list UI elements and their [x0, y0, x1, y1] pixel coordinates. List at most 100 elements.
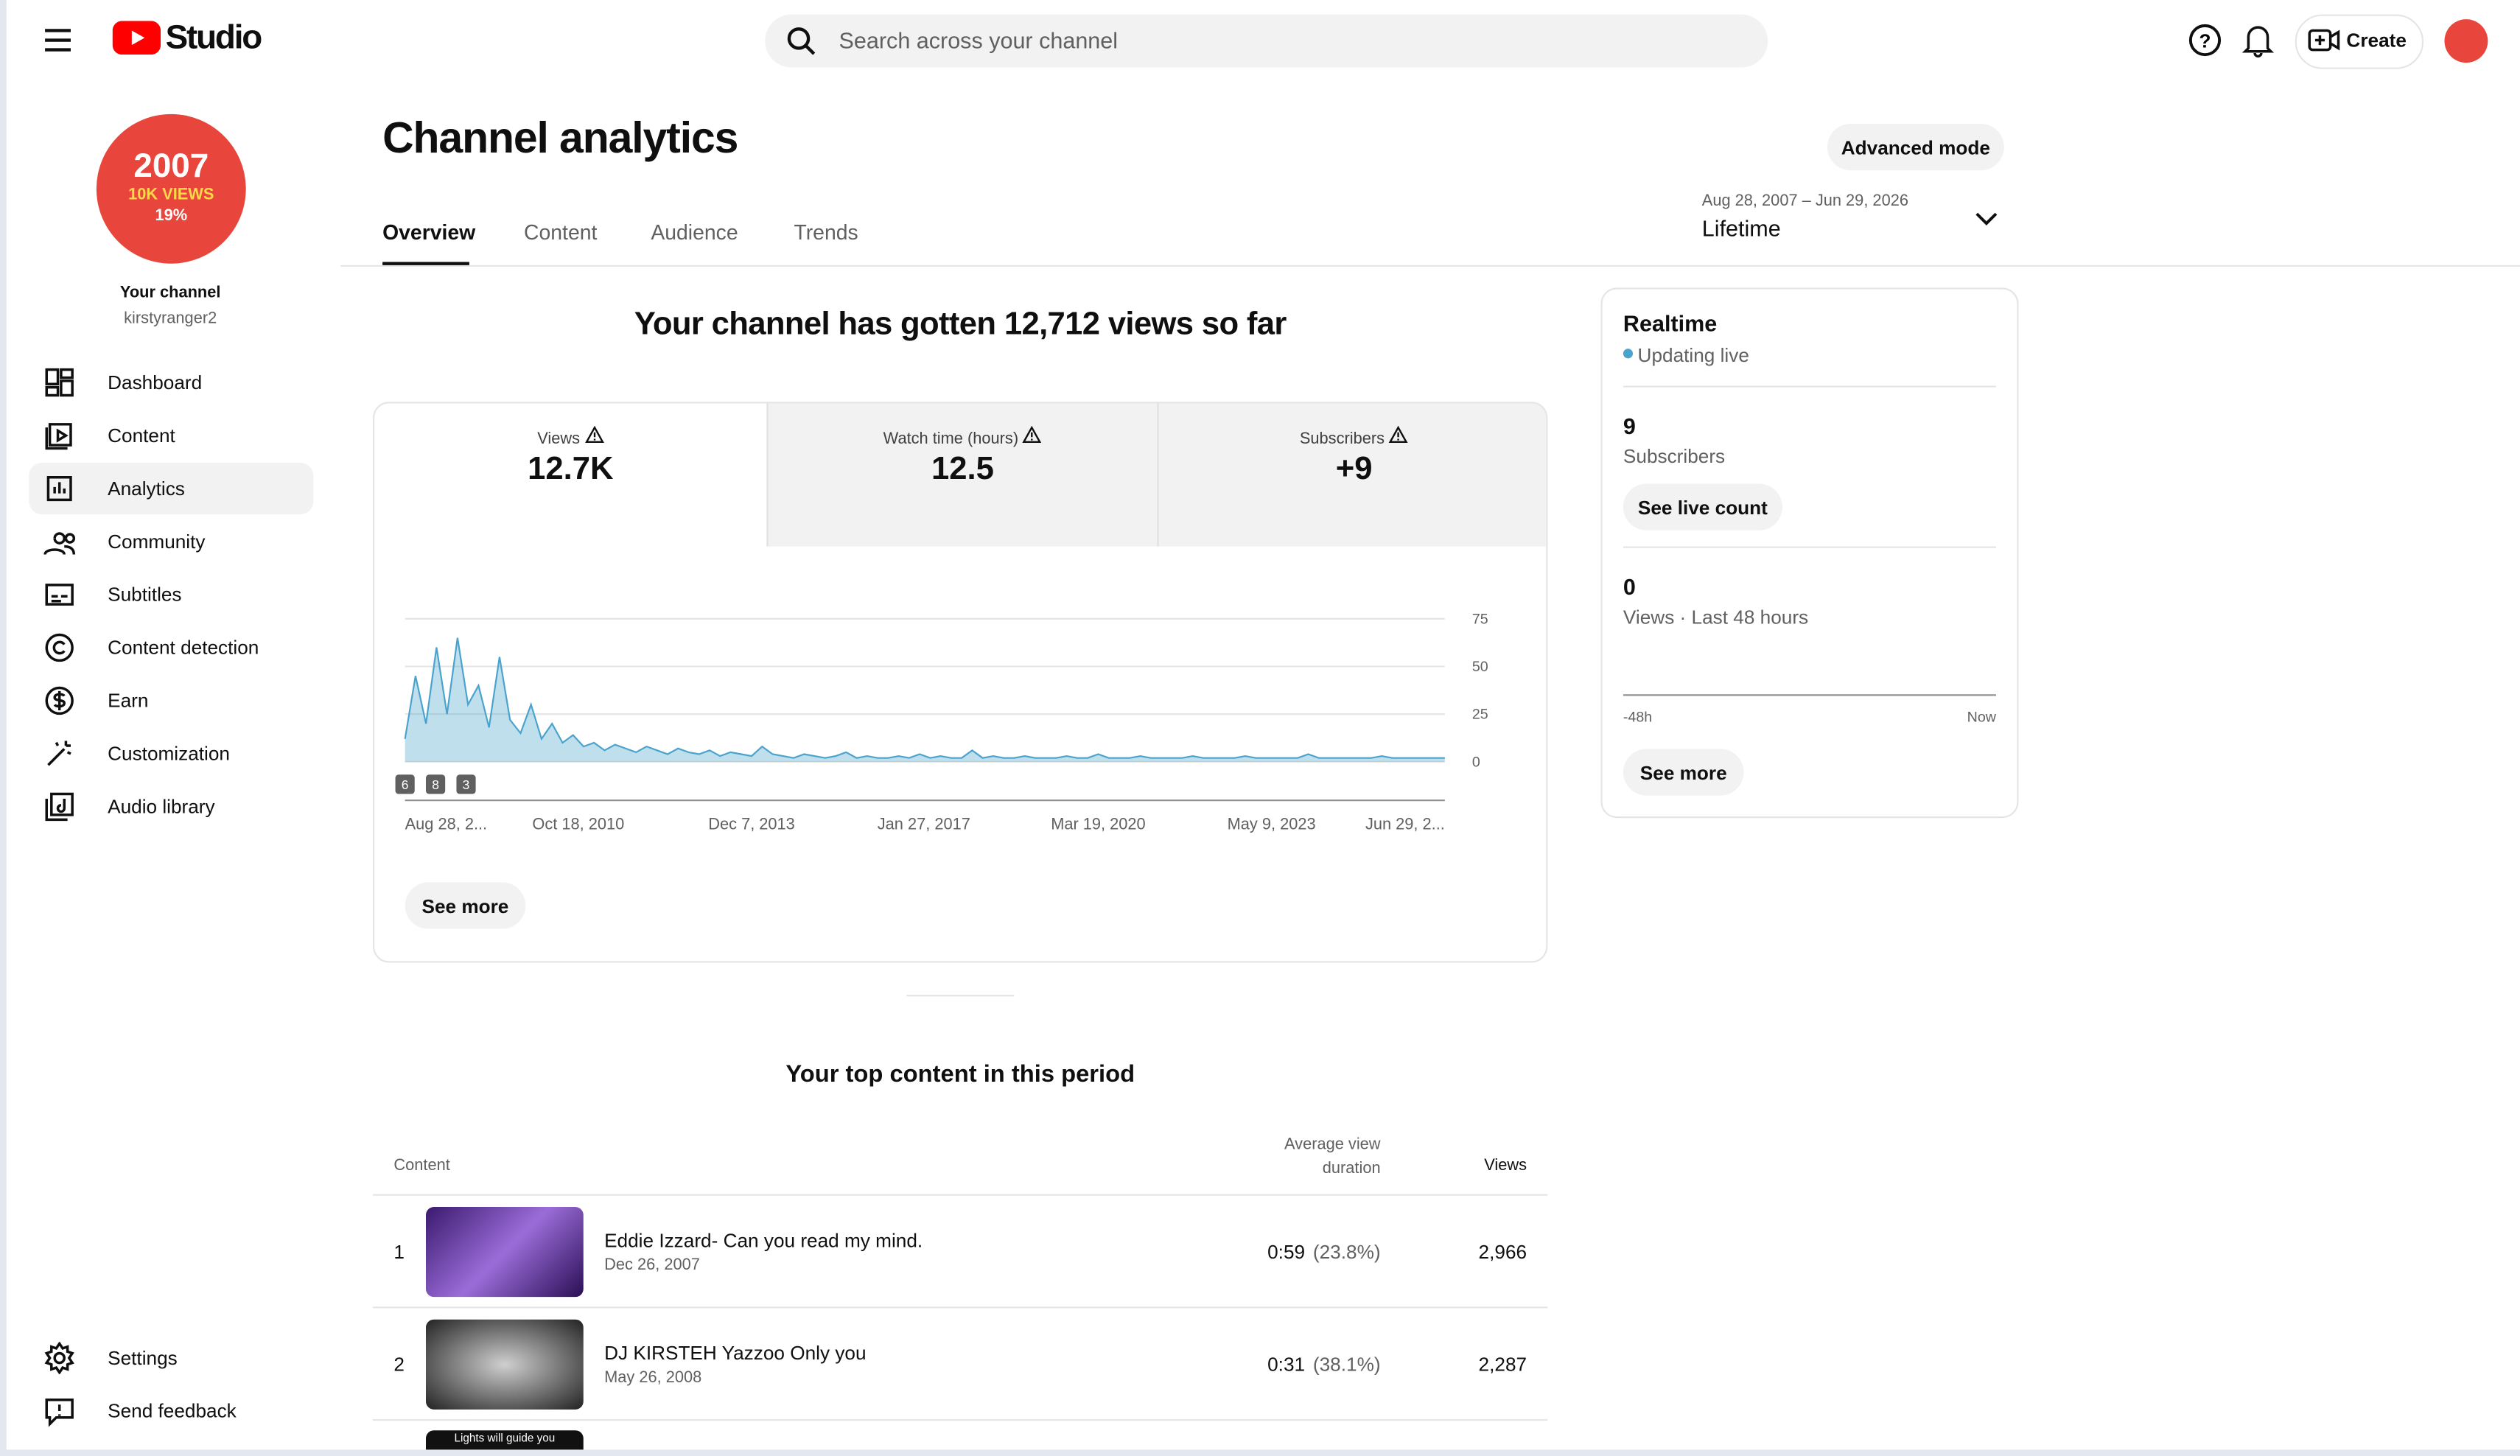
row-divider [373, 1306, 1548, 1309]
nav-item[interactable]: Subtitles [29, 569, 313, 620]
y-tick-label: 25 [1472, 707, 1488, 723]
thumbnail[interactable] [425, 1319, 584, 1410]
divider [340, 265, 2520, 267]
y-tick-label: 50 [1472, 659, 1488, 675]
marker-badge [395, 774, 415, 794]
realtime-see-more[interactable]: See more [1623, 749, 1744, 796]
nav-item[interactable]: Content detection [29, 622, 313, 673]
logo-icon[interactable] [112, 21, 161, 55]
overview-card: Views 12.7K Watch time (hours) 12.5 Subscr… [373, 402, 1548, 963]
video-date: May 26, 2008 [604, 1369, 702, 1387]
nav-item[interactable]: Send feedback [29, 1385, 313, 1437]
separator [906, 995, 1015, 997]
top-content-title: Your top content in this period [785, 1060, 1135, 1088]
nav-item[interactable]: Customization [29, 728, 313, 780]
divider [1623, 546, 1996, 548]
avatar-share: 19% [155, 207, 188, 225]
metric-label: Subscribers [1159, 425, 1547, 449]
realtime-title: Realtime [1623, 309, 1718, 336]
tab[interactable]: Overview [382, 220, 476, 245]
metric-tab[interactable]: Subscribers +9 [1157, 403, 1547, 547]
realtime-status: Updating live [1637, 343, 1749, 367]
tab[interactable]: Content [524, 220, 598, 245]
page-title: Channel analytics [382, 113, 738, 163]
search-box[interactable] [765, 14, 1768, 68]
tab-indicator [382, 262, 469, 265]
metric-tab[interactable]: Watch time (hours) 12.5 [766, 403, 1158, 547]
brand: Studio [165, 19, 263, 57]
nav-icon [45, 423, 72, 450]
metric-value: +9 [1335, 451, 1373, 487]
x-tick-label: May 9, 2023 [1228, 814, 1316, 833]
warning-icon [584, 425, 604, 444]
nav-item[interactable]: Settings [29, 1332, 313, 1384]
notifications-icon[interactable] [2241, 23, 2275, 58]
x-tick-label: Mar 19, 2020 [1051, 814, 1145, 833]
nav-icon [45, 792, 74, 822]
x-tick-label: Oct 18, 2010 [532, 814, 624, 833]
x-tick-label: Jun 29, 2... [1365, 814, 1445, 833]
nav-label: Content detection [108, 636, 259, 659]
duration-percent: (38.1%) [1312, 1353, 1381, 1376]
duration-percent: (23.8%) [1312, 1240, 1381, 1264]
channel-avatar[interactable]: 2007 10K VIEWS 19% [96, 113, 246, 264]
nav-label: Audio library [108, 795, 215, 819]
y-tick-label: 0 [1472, 754, 1480, 770]
views: 2,287 [1478, 1353, 1527, 1376]
metric-tab[interactable]: Views 12.7K [374, 403, 766, 546]
dropdown-icon[interactable] [1973, 207, 1999, 230]
divider [1623, 385, 1996, 388]
nav-item[interactable]: Dashboard [29, 357, 313, 408]
svg-text:?: ? [2199, 29, 2211, 52]
nav-label: Dashboard [108, 371, 203, 394]
nav-item[interactable]: Community [29, 516, 313, 567]
thumbnail[interactable] [425, 1207, 584, 1298]
help-icon[interactable]: ? [2188, 23, 2223, 58]
nav-item[interactable]: Content [29, 410, 313, 461]
live-count-button[interactable]: See live count [1623, 483, 1782, 531]
see-more-button[interactable]: See more [405, 882, 526, 929]
nav-item[interactable]: Earn [29, 675, 313, 727]
channel-label: Your channel [119, 284, 221, 303]
area [405, 637, 1445, 762]
marker-label: 8 [432, 777, 439, 792]
partial-thumbnail[interactable]: Lights will guide you [425, 1430, 584, 1450]
realtime-views-label: Views · Last 48 hours [1623, 606, 1809, 629]
rank: 2 [393, 1353, 405, 1376]
account-avatar[interactable] [2444, 19, 2488, 63]
y-tick-label: 75 [1472, 611, 1488, 627]
duration: 0:59 [1267, 1240, 1306, 1264]
tab[interactable]: Trends [794, 220, 858, 245]
realtime-card [1600, 287, 2019, 819]
tab[interactable]: Audience [651, 220, 738, 245]
nav-label: Analytics [108, 477, 185, 500]
nav-label: Content [108, 424, 175, 447]
video-title[interactable]: Eddie Izzard- Can you read my mind. [604, 1229, 923, 1253]
menu-icon[interactable] [42, 26, 74, 55]
marker-badge [425, 774, 446, 794]
video-title[interactable]: DJ KIRSTEH Yazzoo Only you [604, 1342, 867, 1365]
nav-icon [43, 532, 76, 556]
subscriber-count: 9 [1623, 413, 1636, 439]
create-label: Create [2346, 29, 2407, 52]
advanced-mode-button[interactable]: Advanced mode [1827, 123, 2004, 171]
subscriber-label: Subscribers [1623, 445, 1726, 468]
marker-label: 3 [463, 777, 470, 792]
nav-item[interactable]: Audio library [29, 781, 313, 833]
create-icon [2308, 29, 2340, 52]
nav-label: Customization [108, 742, 230, 766]
rank: 1 [393, 1240, 405, 1264]
nav-icon [45, 368, 74, 397]
warning-icon [1023, 425, 1043, 444]
date-range-label[interactable]: Lifetime [1701, 215, 1781, 242]
views-chart: 0 25 50 75 Aug 28, 2... Oct 18, 2010 Dec 7, 20… [395, 611, 1488, 833]
views: 2,966 [1478, 1240, 1527, 1264]
search-icon[interactable] [786, 26, 819, 58]
avatar-views: 10K VIEWS [128, 186, 214, 205]
marker-badge [456, 774, 476, 794]
x-tick-label: Jan 27, 2017 [878, 814, 970, 833]
create-button[interactable] [2295, 14, 2424, 69]
nav-item[interactable]: Analytics [29, 463, 314, 514]
